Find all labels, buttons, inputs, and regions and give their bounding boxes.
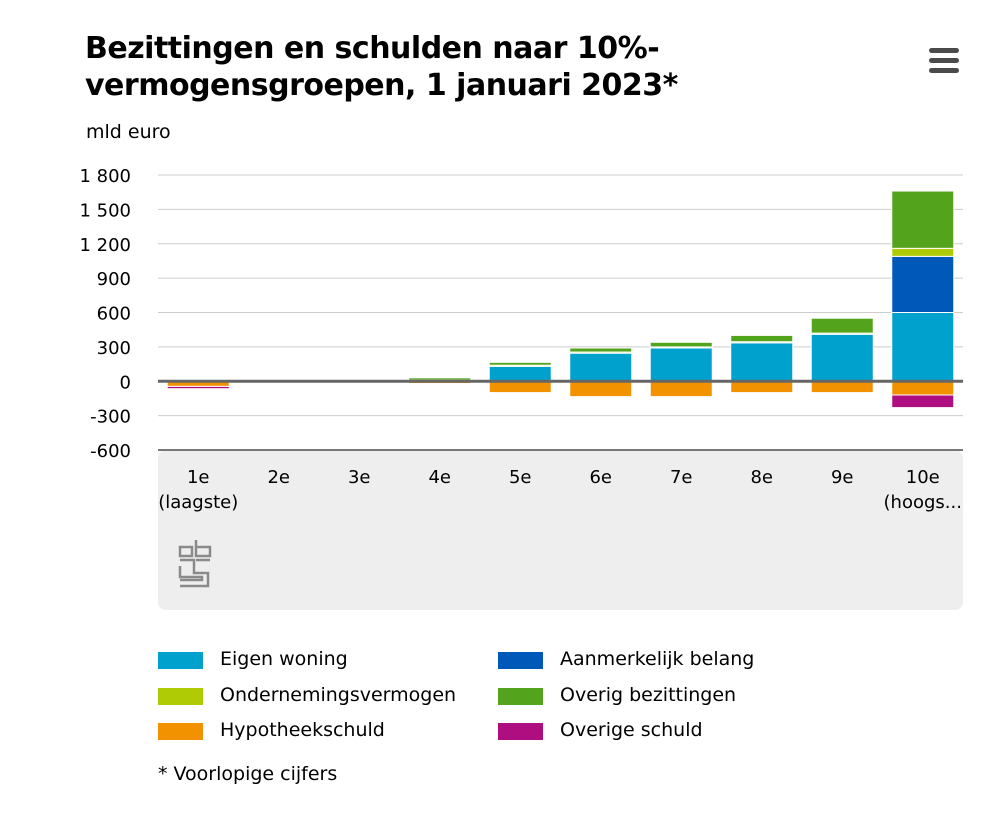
legend-swatch <box>498 652 543 669</box>
legend-swatch <box>498 688 543 705</box>
bar-segment[interactable] <box>810 317 874 334</box>
chart-title: Bezittingen en schulden naar 10%-vermoge… <box>85 31 678 103</box>
y-tick-label: 1 500 <box>79 200 131 221</box>
bar-segment[interactable] <box>569 352 633 382</box>
legend-swatch <box>158 723 203 740</box>
legend-label: Aanmerkelijk belang <box>560 648 755 670</box>
bar-chart: -600 -300 0 300 600 900 1 200 1 500 1 800 1e (laa… <box>79 166 963 610</box>
bar-segment[interactable] <box>891 394 955 409</box>
legend-item[interactable]: Overig bezittingen <box>498 684 818 708</box>
bar-segment[interactable] <box>891 312 955 382</box>
x-tick-label: (hoogs... <box>884 492 962 513</box>
bar-segment[interactable] <box>730 392 794 394</box>
x-tick-label: (laagste) <box>158 492 238 513</box>
bar-segment[interactable] <box>488 392 552 394</box>
bar-segment[interactable] <box>810 380 874 394</box>
bar-segment[interactable] <box>569 347 633 353</box>
x-tick-label: 3e <box>348 467 371 488</box>
x-tick-label: 8e <box>750 467 773 488</box>
bars <box>158 190 963 409</box>
y-tick-label: 900 <box>97 269 131 290</box>
bar-segment[interactable] <box>488 361 552 366</box>
bar-segment[interactable] <box>649 341 713 348</box>
bar-segment[interactable] <box>649 347 713 382</box>
legend-swatch <box>158 652 203 669</box>
y-tick-label: -300 <box>90 407 131 428</box>
bar-segment[interactable] <box>649 396 713 398</box>
y-tick-label: -600 <box>90 441 131 462</box>
bar-segment[interactable] <box>730 342 794 382</box>
bar-segment[interactable] <box>891 380 955 396</box>
x-tick-label: 5e <box>509 467 532 488</box>
legend-label: Overig bezittingen <box>560 684 737 706</box>
bar-segment[interactable] <box>569 380 633 398</box>
bar-segment[interactable] <box>891 247 955 257</box>
bar-segment[interactable] <box>488 380 552 394</box>
bar-segment[interactable] <box>166 385 230 390</box>
x-tick-label: 7e <box>670 467 693 488</box>
bar-segment[interactable] <box>730 380 794 394</box>
legend-item[interactable]: Overige schuld <box>498 719 818 743</box>
x-tick-label: 2e <box>267 467 290 488</box>
hamburger-menu-icon[interactable] <box>925 44 963 78</box>
bar-segment[interactable] <box>891 190 955 249</box>
bar-segment[interactable] <box>730 334 794 343</box>
y-axis-unit-label: mld euro <box>86 121 171 143</box>
footnote: * Voorlopige cijfers <box>158 763 338 785</box>
legend-swatch <box>158 688 203 705</box>
x-tick-label: 4e <box>428 467 451 488</box>
bar-segment[interactable] <box>891 255 955 313</box>
bar-segment[interactable] <box>488 365 552 382</box>
legend-label: Hypotheekschuld <box>220 719 385 741</box>
y-axis-ticks: -600 -300 0 300 600 900 1 200 1 500 1 800 <box>79 166 131 462</box>
bar-segment[interactable] <box>649 380 713 398</box>
legend-item[interactable]: Hypotheekschuld <box>158 719 478 743</box>
legend-label: Ondernemingsvermogen <box>220 684 457 706</box>
legend-label: Eigen woning <box>220 648 348 670</box>
y-tick-label: 0 <box>120 372 131 393</box>
x-tick-label: 10e <box>906 467 940 488</box>
gridlines <box>158 174 963 451</box>
legend-item[interactable]: Aanmerkelijk belang <box>498 648 818 672</box>
y-tick-label: 300 <box>97 338 131 359</box>
y-tick-label: 600 <box>97 304 131 325</box>
x-axis-band <box>158 450 963 610</box>
y-tick-label: 1 800 <box>79 166 131 187</box>
legend-swatch <box>498 723 543 740</box>
cbs-logo-icon <box>178 540 212 588</box>
y-tick-label: 1 200 <box>79 235 131 256</box>
legend-item[interactable]: Eigen woning <box>158 648 478 672</box>
x-axis-ticks: 1e (laagste) 2e 3e 4e 5e 6e 7e 8e 9e 10e (hoogs... <box>158 467 962 513</box>
x-tick-label: 9e <box>831 467 854 488</box>
bar-segment[interactable] <box>569 396 633 398</box>
bar-segment[interactable] <box>810 333 874 382</box>
legend-label: Overige schuld <box>560 719 703 741</box>
bar-segment[interactable] <box>810 392 874 394</box>
legend-item[interactable]: Ondernemingsvermogen <box>158 684 478 708</box>
x-tick-label: 1e <box>187 467 210 488</box>
x-tick-label: 6e <box>589 467 612 488</box>
